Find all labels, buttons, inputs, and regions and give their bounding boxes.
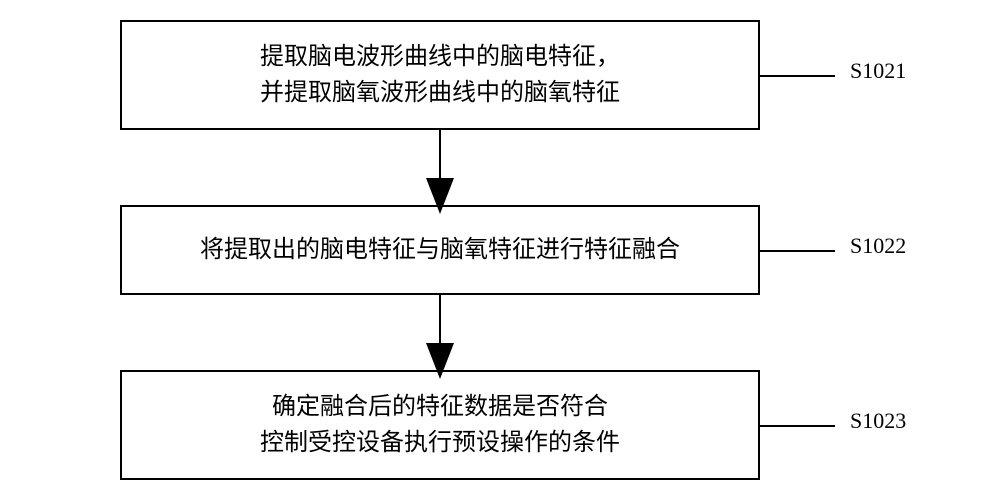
flow-step-line: 并提取脑氧波形曲线中的脑氧特征 bbox=[260, 75, 620, 111]
step-label-s1021: S1021 bbox=[850, 58, 906, 84]
flow-step-line: 提取脑电波形曲线中的脑电特征， bbox=[260, 39, 620, 75]
flow-step-s1022: 将提取出的脑电特征与脑氧特征进行特征融合 bbox=[120, 205, 760, 295]
step-label-s1023: S1023 bbox=[850, 408, 906, 434]
label-tick bbox=[760, 75, 835, 77]
label-tick bbox=[760, 250, 835, 252]
flow-step-line: 确定融合后的特征数据是否符合 bbox=[272, 389, 608, 425]
flow-step-s1021: 提取脑电波形曲线中的脑电特征， 并提取脑氧波形曲线中的脑氧特征 bbox=[120, 20, 760, 130]
flow-step-line: 控制受控设备执行预设操作的条件 bbox=[260, 425, 620, 461]
step-label-s1022: S1022 bbox=[850, 233, 906, 259]
flow-step-s1023: 确定融合后的特征数据是否符合 控制受控设备执行预设操作的条件 bbox=[120, 370, 760, 480]
flowchart-canvas: 提取脑电波形曲线中的脑电特征， 并提取脑氧波形曲线中的脑氧特征 S1021 将提… bbox=[0, 0, 1000, 502]
flow-step-line: 将提取出的脑电特征与脑氧特征进行特征融合 bbox=[200, 232, 680, 268]
label-tick bbox=[760, 425, 835, 427]
